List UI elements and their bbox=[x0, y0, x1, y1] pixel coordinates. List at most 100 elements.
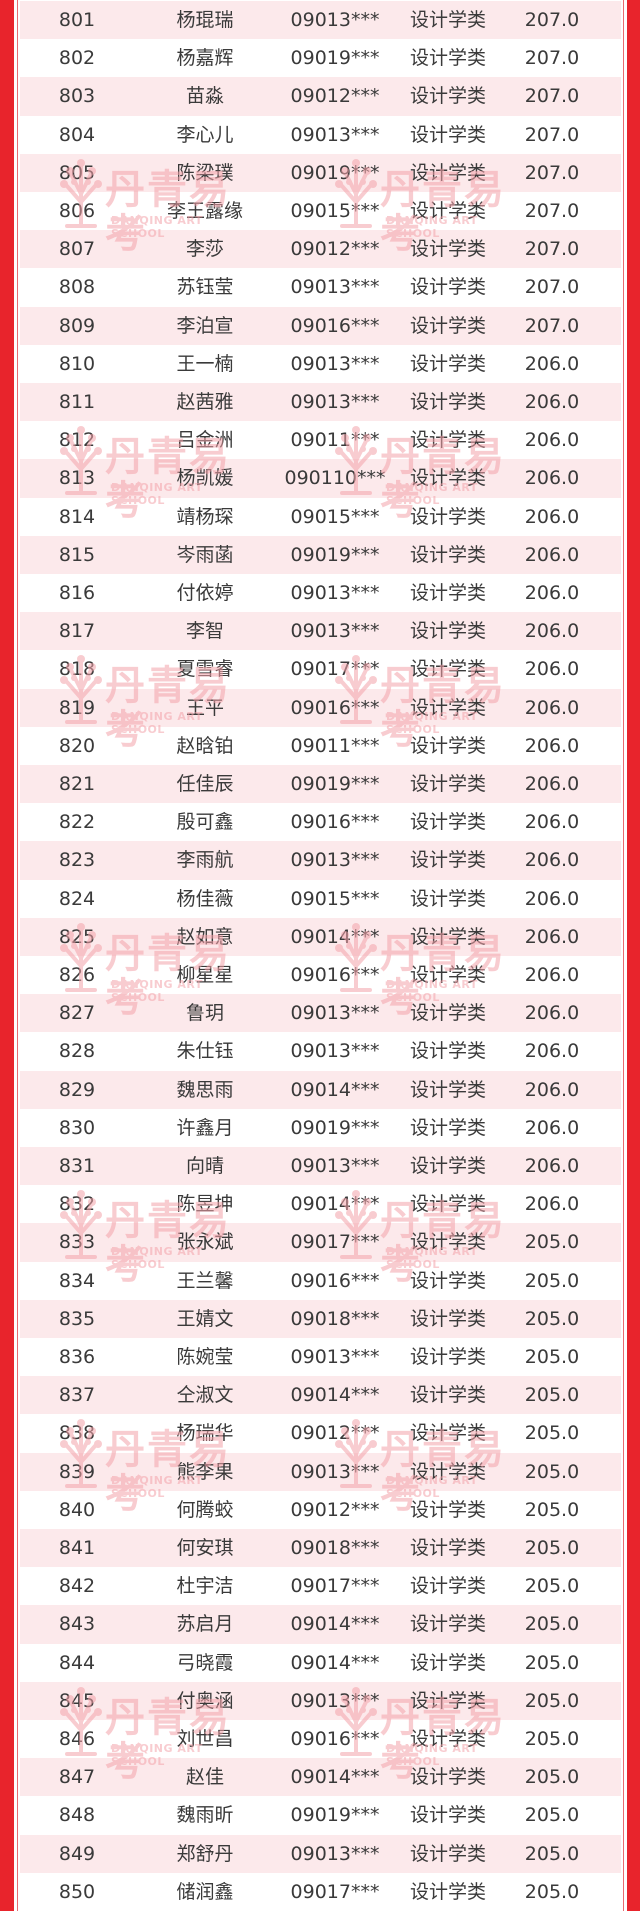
cell-id: 09014*** bbox=[290, 1078, 380, 1101]
cell-cat: 设计学类 bbox=[409, 1078, 486, 1101]
table-row: 809 李泊宣 09016*** 设计学类 207.0 bbox=[20, 306, 621, 345]
cell-rank: 810 bbox=[58, 352, 96, 375]
cell-id: 09018*** bbox=[290, 1307, 380, 1330]
cell-score: 206.0 bbox=[524, 964, 580, 986]
table-row: 836 陈婉莹 09013*** 设计学类 205.0 bbox=[20, 1338, 621, 1376]
cell-name: 储润鑫 bbox=[176, 1880, 234, 1903]
cell-name: 李心儿 bbox=[176, 123, 234, 146]
cell-name: 王一楠 bbox=[176, 352, 234, 375]
cell-cat: 设计学类 bbox=[409, 1537, 486, 1559]
right-inner-line bbox=[623, 0, 624, 1911]
cell-score: 206.0 bbox=[524, 582, 580, 604]
cell-score: 206.0 bbox=[524, 734, 580, 757]
cell-rank: 817 bbox=[58, 620, 96, 643]
cell-rank: 831 bbox=[58, 1155, 96, 1177]
cell-rank: 804 bbox=[58, 123, 96, 146]
cell-id: 09016*** bbox=[290, 1269, 380, 1292]
table-row: 822 殷可鑫 09016*** 设计学类 206.0 bbox=[20, 803, 621, 841]
cell-name: 李智 bbox=[185, 620, 224, 643]
cell-score: 206.0 bbox=[524, 811, 580, 834]
table-row: 835 王婧文 09018*** 设计学类 205.0 bbox=[20, 1299, 621, 1338]
cell-cat: 设计学类 bbox=[409, 964, 486, 986]
cell-rank: 850 bbox=[58, 1880, 96, 1903]
table-row: 834 王兰馨 09016*** 设计学类 205.0 bbox=[20, 1262, 621, 1300]
cell-cat: 设计学类 bbox=[409, 505, 486, 528]
cell-score: 205.0 bbox=[524, 1651, 580, 1674]
cell-score: 206.0 bbox=[524, 1193, 580, 1216]
cell-id: 09016*** bbox=[290, 314, 380, 337]
table-row: 846 刘世昌 09016*** 设计学类 205.0 bbox=[20, 1720, 621, 1758]
cell-name: 付依婷 bbox=[176, 582, 234, 604]
cell-id: 09018*** bbox=[290, 1537, 380, 1559]
cell-score: 206.0 bbox=[524, 429, 580, 452]
table-row: 828 朱仕钰 09013*** 设计学类 206.0 bbox=[20, 1032, 621, 1070]
cell-name: 郑舒丹 bbox=[176, 1842, 234, 1865]
cell-cat: 设计学类 bbox=[409, 1193, 486, 1216]
cell-score: 207.0 bbox=[524, 161, 580, 184]
cell-cat: 设计学类 bbox=[409, 161, 486, 184]
cell-name: 陈梁璞 bbox=[176, 161, 234, 184]
cell-rank: 812 bbox=[58, 429, 96, 452]
table-row: 826 柳星星 09016*** 设计学类 206.0 bbox=[20, 956, 621, 994]
cell-id: 09013*** bbox=[290, 1040, 380, 1063]
cell-id: 09019*** bbox=[290, 47, 380, 70]
cell-id: 09015*** bbox=[290, 887, 380, 910]
cell-cat: 设计学类 bbox=[409, 734, 486, 757]
cell-id: 09011*** bbox=[290, 734, 380, 757]
cell-cat: 设计学类 bbox=[409, 429, 486, 452]
left-inner-line bbox=[17, 0, 18, 1911]
table-row: 801 杨琨瑞 09013*** 设计学类 207.0 bbox=[20, 1, 621, 40]
cell-cat: 设计学类 bbox=[409, 1804, 486, 1827]
cell-score: 206.0 bbox=[524, 505, 580, 528]
cell-id: 09013*** bbox=[290, 1346, 380, 1368]
cell-cat: 设计学类 bbox=[409, 1728, 486, 1750]
table-row: 827 鲁玥 09013*** 设计学类 206.0 bbox=[20, 994, 621, 1033]
cell-rank: 822 bbox=[58, 811, 96, 834]
cell-score: 206.0 bbox=[524, 391, 580, 413]
cell-score: 206.0 bbox=[524, 467, 580, 490]
table-row: 813 杨凯媛 090110*** 设计学类 206.0 bbox=[20, 459, 621, 498]
cell-id: 09019*** bbox=[290, 1116, 380, 1139]
cell-name: 赵佳 bbox=[185, 1766, 224, 1789]
cell-score: 207.0 bbox=[524, 47, 580, 70]
cell-score: 205.0 bbox=[524, 1231, 580, 1254]
cell-score: 206.0 bbox=[524, 849, 580, 872]
cell-rank: 829 bbox=[58, 1078, 96, 1101]
cell-rank: 844 bbox=[58, 1651, 96, 1674]
cell-name: 仝淑文 bbox=[176, 1384, 234, 1407]
cell-cat: 设计学类 bbox=[409, 1613, 486, 1636]
cell-cat: 设计学类 bbox=[409, 582, 486, 604]
cell-rank: 813 bbox=[58, 467, 96, 490]
cell-name: 陈婉莹 bbox=[176, 1346, 234, 1368]
cell-score: 206.0 bbox=[524, 925, 580, 948]
cell-id: 09013*** bbox=[290, 1002, 380, 1025]
table-row: 824 杨佳薇 09015*** 设计学类 206.0 bbox=[20, 880, 621, 918]
cell-cat: 设计学类 bbox=[409, 658, 486, 681]
cell-name: 许鑫月 bbox=[176, 1116, 234, 1139]
cell-score: 207.0 bbox=[524, 276, 580, 299]
cell-rank: 828 bbox=[58, 1040, 96, 1063]
table-row: 848 魏雨昕 09019*** 设计学类 205.0 bbox=[20, 1796, 621, 1834]
cell-id: 09019*** bbox=[290, 1804, 380, 1827]
table-row: 811 赵茜雅 09013*** 设计学类 206.0 bbox=[20, 383, 621, 422]
table-row: 806 李王露缘 09015*** 设计学类 207.0 bbox=[20, 192, 621, 230]
cell-name: 王平 bbox=[185, 696, 224, 719]
table-row: 839 熊李果 09013*** 设计学类 205.0 bbox=[20, 1452, 621, 1491]
cell-cat: 设计学类 bbox=[409, 1307, 486, 1330]
cell-id: 09017*** bbox=[290, 1880, 380, 1903]
table-row: 833 张永斌 09017*** 设计学类 205.0 bbox=[20, 1223, 621, 1262]
cell-name: 杨琨瑞 bbox=[176, 9, 234, 31]
cell-score: 206.0 bbox=[524, 620, 580, 643]
cell-id: 09013*** bbox=[290, 849, 380, 872]
table-row: 814 靖杨琛 09015*** 设计学类 206.0 bbox=[20, 498, 621, 536]
cell-name: 杜宇洁 bbox=[176, 1575, 234, 1598]
cell-cat: 设计学类 bbox=[409, 352, 486, 375]
cell-score: 205.0 bbox=[524, 1346, 580, 1368]
cell-score: 206.0 bbox=[524, 352, 580, 375]
table-row: 808 苏钰莹 09013*** 设计学类 207.0 bbox=[20, 268, 621, 306]
cell-rank: 823 bbox=[58, 849, 96, 872]
cell-cat: 设计学类 bbox=[409, 1575, 486, 1598]
table-row: 847 赵佳 09014*** 设计学类 205.0 bbox=[20, 1758, 621, 1797]
table-row: 823 李雨航 09013*** 设计学类 206.0 bbox=[20, 841, 621, 880]
cell-rank: 816 bbox=[58, 582, 96, 604]
